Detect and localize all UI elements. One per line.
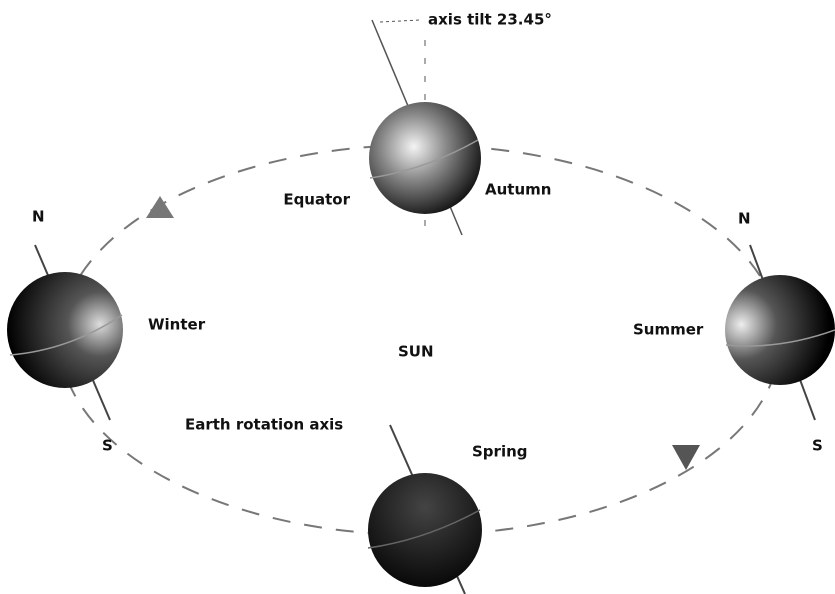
label: Spring [472,443,528,461]
label: N [32,208,45,226]
earth-spring [367,424,482,594]
earth-autumn [369,19,481,236]
tilt-pointer [379,19,421,23]
earth-summer [725,244,835,421]
direction-arrow [672,445,700,470]
label: Autumn [485,181,551,199]
label: N [738,210,751,228]
label: Winter [148,316,206,334]
label: Earth rotation axis [185,416,343,434]
direction-arrow [146,196,174,218]
label: S [812,437,823,455]
label: S [102,437,113,455]
earth-winter [7,244,123,421]
label: SUN [398,343,434,361]
label: Summer [633,321,704,339]
label: Equator [283,191,350,209]
label: axis tilt 23.45° [428,11,552,29]
